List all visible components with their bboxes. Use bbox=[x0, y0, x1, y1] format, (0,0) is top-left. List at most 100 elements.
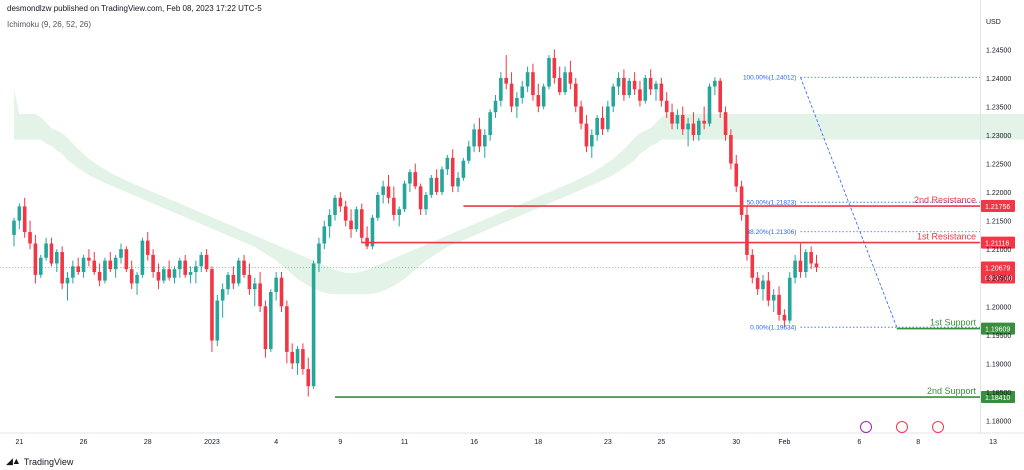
candle bbox=[301, 343, 305, 375]
candle bbox=[172, 266, 177, 284]
candle-body bbox=[44, 243, 48, 258]
candle bbox=[236, 257, 241, 287]
fib-level-label: 50.00%(1.21823) bbox=[747, 200, 797, 207]
candle-body bbox=[616, 77, 621, 87]
candle bbox=[750, 249, 755, 284]
candle-body bbox=[135, 274, 139, 284]
y-tick-label: 1.23000 bbox=[986, 133, 1011, 140]
candle bbox=[145, 232, 150, 261]
candle-body bbox=[71, 266, 75, 278]
candle bbox=[76, 257, 80, 275]
candle bbox=[590, 129, 594, 158]
candle-body bbox=[461, 160, 466, 178]
candle bbox=[493, 95, 498, 118]
y-tick-label: 1.18500 bbox=[986, 390, 1011, 397]
candle bbox=[55, 249, 59, 273]
candle-body bbox=[381, 186, 385, 195]
x-tick-label: 11 bbox=[401, 439, 408, 446]
candle bbox=[44, 237, 48, 261]
x-tick-label: 25 bbox=[657, 439, 665, 446]
candle bbox=[317, 237, 321, 273]
candle bbox=[718, 77, 722, 118]
candle bbox=[429, 174, 434, 198]
candle bbox=[263, 300, 268, 358]
candle bbox=[456, 172, 460, 193]
candle-body bbox=[12, 220, 16, 235]
current-price-label: 1.20679 bbox=[985, 266, 1010, 273]
candle-body bbox=[194, 266, 198, 273]
candle bbox=[798, 243, 803, 278]
candle-body bbox=[370, 217, 375, 247]
candle bbox=[579, 100, 583, 130]
candle-body bbox=[424, 194, 428, 210]
candle-body bbox=[322, 226, 327, 244]
candles bbox=[12, 49, 819, 397]
level-price-label: 1.18410 bbox=[985, 395, 1010, 402]
candle bbox=[477, 117, 482, 153]
y-tick-label: 1.21500 bbox=[986, 219, 1011, 226]
candle bbox=[450, 149, 455, 193]
candle-body bbox=[520, 86, 525, 98]
candle bbox=[557, 66, 562, 96]
candle-body bbox=[327, 214, 332, 227]
candle bbox=[376, 192, 380, 221]
candle-body bbox=[707, 86, 712, 124]
candle bbox=[12, 217, 16, 247]
candle bbox=[418, 183, 423, 215]
candle bbox=[119, 243, 123, 264]
candle bbox=[311, 260, 316, 390]
candle bbox=[616, 72, 621, 96]
candle-body bbox=[579, 106, 583, 124]
x-tick-label: 2023 bbox=[204, 439, 220, 446]
candle bbox=[247, 263, 252, 295]
candle bbox=[504, 55, 508, 90]
candle bbox=[274, 272, 278, 301]
candle bbox=[595, 115, 599, 141]
candle-body bbox=[606, 106, 610, 130]
candle-body bbox=[525, 72, 530, 87]
candle-body bbox=[76, 266, 80, 273]
candle bbox=[483, 129, 487, 158]
candle-body bbox=[295, 349, 300, 364]
x-tick-label: 26 bbox=[80, 439, 88, 446]
candle bbox=[713, 77, 717, 96]
candle bbox=[472, 123, 476, 153]
candle-body bbox=[547, 57, 551, 87]
fib-level-label: 0.00%(1.19634) bbox=[750, 325, 796, 332]
candle-body bbox=[17, 206, 22, 221]
candle bbox=[584, 115, 589, 153]
candle-body bbox=[745, 214, 749, 255]
candle-body bbox=[392, 197, 396, 215]
level-price-label: 1.21756 bbox=[985, 204, 1010, 211]
candle-body bbox=[804, 252, 808, 273]
candle-body bbox=[103, 260, 107, 281]
candle-body bbox=[65, 277, 70, 284]
candle-body bbox=[55, 252, 59, 264]
candle-body bbox=[450, 157, 455, 187]
candle-body bbox=[734, 163, 739, 187]
candle-body bbox=[290, 351, 294, 364]
candle bbox=[525, 66, 530, 93]
y-tick-label: 1.19500 bbox=[986, 333, 1011, 340]
candle bbox=[386, 174, 391, 204]
candle-body bbox=[477, 129, 482, 147]
currency-label: USD bbox=[986, 19, 1001, 26]
candle bbox=[204, 249, 209, 273]
candle-body bbox=[648, 77, 653, 90]
candle-body bbox=[691, 123, 696, 136]
candle-body bbox=[60, 252, 64, 284]
candle-body bbox=[723, 112, 728, 136]
brand-name: TradingView bbox=[23, 456, 74, 467]
candle bbox=[499, 72, 503, 107]
candle bbox=[38, 254, 43, 278]
candle bbox=[670, 103, 674, 130]
candle-body bbox=[509, 83, 514, 107]
x-tick-label: 23 bbox=[604, 439, 612, 446]
y-tick-label: 1.18000 bbox=[986, 418, 1011, 425]
candle bbox=[755, 272, 760, 295]
candle bbox=[515, 92, 519, 118]
candle-body bbox=[739, 186, 744, 215]
candle-body bbox=[301, 349, 305, 370]
candle-body bbox=[493, 100, 498, 113]
